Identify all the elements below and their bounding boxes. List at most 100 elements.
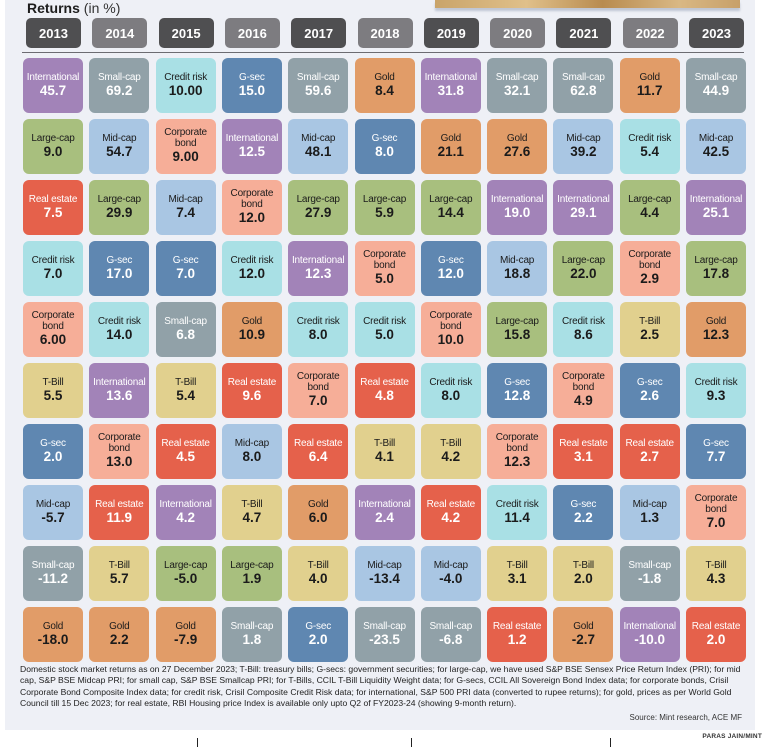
asset-label: T-Bill xyxy=(175,376,197,388)
return-cell: Corporate bond 12.0 xyxy=(221,180,282,235)
return-cell: International -10.0 xyxy=(619,607,680,662)
return-cell: Corporate bond 9.00 xyxy=(155,119,216,174)
return-cell: Large-cap 27.9 xyxy=(288,180,349,235)
return-cell: G-sec 2.2 xyxy=(553,485,614,540)
return-value: 11.9 xyxy=(106,510,133,526)
return-value: 11.7 xyxy=(636,83,663,99)
return-cell: Mid-cap 42.5 xyxy=(686,119,746,174)
return-value: 10.0 xyxy=(437,332,464,348)
asset-label: Mid-cap xyxy=(632,498,667,510)
return-value: 4.8 xyxy=(375,388,394,404)
asset-label: International xyxy=(557,193,610,205)
asset-label: Gold xyxy=(374,71,395,83)
asset-label: Small-cap xyxy=(562,71,605,83)
asset-label: International xyxy=(159,498,212,510)
return-value: 4.0 xyxy=(308,571,328,587)
return-cell: Small-cap 1.8 xyxy=(221,607,282,662)
asset-label: Credit risk xyxy=(31,254,75,266)
return-cell: Mid-cap 48.1 xyxy=(288,119,349,174)
return-value: 44.9 xyxy=(702,83,730,99)
divider-tick xyxy=(411,738,412,747)
asset-label: Gold xyxy=(440,132,462,144)
return-cell: Corporate bond 10.0 xyxy=(420,302,481,357)
asset-label: Large-cap xyxy=(31,132,75,144)
return-value: 10.9 xyxy=(238,327,266,343)
asset-label: Mid-cap xyxy=(234,437,269,449)
asset-label: International xyxy=(689,193,743,205)
return-cell: Gold 27.6 xyxy=(487,119,548,174)
asset-label: Real estate xyxy=(691,620,741,632)
asset-label: Gold xyxy=(175,620,196,632)
return-cell: Real estate 9.6 xyxy=(221,363,282,418)
return-value: 6.00 xyxy=(39,332,67,348)
return-value: 2.0 xyxy=(706,632,726,648)
asset-label: Large-cap xyxy=(362,193,407,205)
return-value: 12.0 xyxy=(238,266,266,282)
asset-label: T-Bill xyxy=(639,315,661,327)
return-cell: Credit risk 5.4 xyxy=(619,119,680,174)
return-value: 42.5 xyxy=(702,144,730,160)
return-value: 14.4 xyxy=(437,205,464,221)
return-cell: Small-cap 6.8 xyxy=(155,302,216,357)
return-cell: Large-cap 4.4 xyxy=(619,180,680,235)
return-value: 9.0 xyxy=(43,144,63,160)
return-cell: International 31.8 xyxy=(420,58,481,113)
asset-label: Mid-cap xyxy=(35,498,71,510)
source-text: Source: Mint research, ACE MF xyxy=(629,713,742,722)
return-value: 32.1 xyxy=(503,83,531,99)
return-cell: G-sec 7.0 xyxy=(155,241,216,296)
return-value: 7.0 xyxy=(43,266,63,282)
return-cell: G-sec 2.6 xyxy=(619,363,680,418)
return-value: 4.5 xyxy=(176,449,195,465)
asset-label: Real estate xyxy=(559,437,608,449)
return-cell: T-Bill 2.5 xyxy=(619,302,680,357)
return-cell: T-Bill 4.0 xyxy=(288,546,349,601)
year-header-2022: 2022 xyxy=(622,18,678,48)
asset-label: Corporate bond xyxy=(562,371,605,393)
asset-label: T-Bill xyxy=(572,559,594,571)
return-cell: G-sec 7.7 xyxy=(686,424,746,479)
asset-label: Credit risk xyxy=(628,132,672,144)
asset-label: G-sec xyxy=(703,437,729,449)
return-value: 12.5 xyxy=(238,144,266,160)
header-divider xyxy=(22,52,744,53)
return-cell: Large-cap -5.0 xyxy=(155,546,216,601)
return-value: 19.0 xyxy=(503,205,531,221)
return-value: 18.8 xyxy=(503,266,531,282)
return-cell: Small-cap -6.8 xyxy=(420,607,481,662)
return-cell: Real estate 2.0 xyxy=(686,607,746,662)
return-value: 12.3 xyxy=(503,454,531,470)
return-value: -13.4 xyxy=(369,571,400,587)
asset-label: Real estate xyxy=(625,437,674,449)
footnote: Domestic stock market returns as on 27 D… xyxy=(20,664,741,709)
return-value: 45.7 xyxy=(39,83,67,99)
return-cell: Small-cap 44.9 xyxy=(686,58,746,113)
asset-label: International xyxy=(623,620,676,632)
return-value: 15.8 xyxy=(503,327,531,343)
return-cell: Small-cap -1.8 xyxy=(619,546,680,601)
return-value: 48.1 xyxy=(305,144,332,160)
asset-label: G-sec xyxy=(106,254,133,266)
return-cell: Credit risk 7.0 xyxy=(23,241,83,296)
return-value: 2.2 xyxy=(109,632,129,648)
asset-label: Small-cap xyxy=(694,71,738,83)
asset-label: T-Bill xyxy=(506,559,528,571)
year-header-2016: 2016 xyxy=(224,18,280,48)
return-value: -10.0 xyxy=(634,632,666,648)
asset-label: Large-cap xyxy=(429,193,473,205)
return-cell: Gold 8.4 xyxy=(354,58,415,113)
return-value: 1.2 xyxy=(507,632,527,648)
return-value: 2.0 xyxy=(308,632,328,648)
asset-label: International xyxy=(358,498,411,510)
return-value: 2.0 xyxy=(43,449,63,465)
return-cell: Mid-cap 7.4 xyxy=(155,180,216,235)
asset-label: International xyxy=(490,193,544,205)
year-header-row: 2013 2014 2015 2016 2017 2018 2019 2020 2021 2022… xyxy=(25,18,745,50)
return-value: 5.0 xyxy=(375,327,394,343)
asset-label: Large-cap xyxy=(163,559,208,571)
returns-quilt-grid: International 45.7 Large-cap 9.0 Real estate… xyxy=(22,57,752,662)
asset-label: Mid-cap xyxy=(566,132,601,144)
return-cell: Real estate 4.2 xyxy=(420,485,481,540)
return-value: 13.6 xyxy=(106,388,133,404)
return-cell: T-Bill 5.4 xyxy=(155,363,216,418)
